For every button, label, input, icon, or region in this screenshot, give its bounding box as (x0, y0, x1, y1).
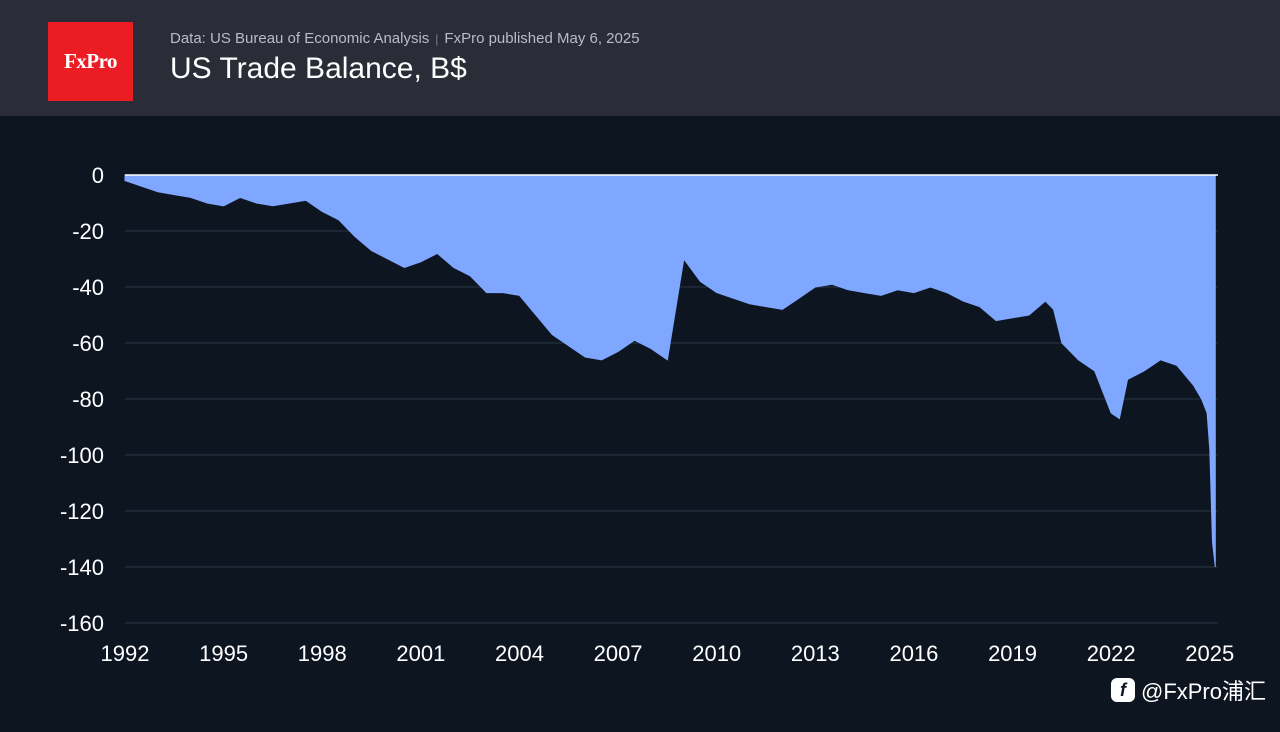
y-tick-label: -120 (60, 499, 104, 524)
y-tick-label: -40 (72, 275, 104, 300)
watermark-text: @FxPro浦汇 (1140, 679, 1266, 704)
y-tick-label: -160 (60, 611, 104, 636)
trade-balance-area (124, 174, 1218, 568)
x-tick-label: 2013 (791, 641, 840, 666)
chart-header: FxPro Data: US Bureau of Economic Analys… (0, 0, 1280, 116)
published-date: FxPro published May 6, 2025 (444, 30, 640, 47)
y-axis-ticks: 0 -20 -40 -60 -80 -100 -120 -140 -160 (60, 163, 104, 636)
chart-meta: Data: US Bureau of Economic Analysis | FxP… (170, 30, 640, 47)
x-axis-ticks: 1992 1995 1998 2001 2004 2007 2010 2013 2016 2019… (101, 641, 1235, 666)
y-tick-label: -80 (72, 387, 104, 412)
chart-title: US Trade Balance, B$ (170, 52, 467, 85)
x-tick-label: 2019 (988, 641, 1037, 666)
x-tick-label: 1992 (101, 641, 150, 666)
x-tick-label: 2004 (495, 641, 544, 666)
meta-separator: | (435, 32, 439, 46)
x-tick-label: 2007 (594, 641, 643, 666)
y-tick-label: -100 (60, 443, 104, 468)
fxpro-logo: FxPro (48, 22, 133, 101)
x-tick-label: 2001 (396, 641, 445, 666)
y-tick-label: 0 (92, 163, 104, 188)
y-tick-label: -60 (72, 331, 104, 356)
data-source: Data: US Bureau of Economic Analysis (170, 30, 430, 47)
y-tick-label: -20 (72, 219, 104, 244)
x-tick-label: 2025 (1185, 641, 1234, 666)
weibo-icon: f (1110, 678, 1135, 702)
trade-balance-series (124, 174, 1216, 568)
x-tick-label: 2010 (692, 641, 741, 666)
watermark: f @FxPro浦汇 (1110, 674, 1266, 706)
x-tick-label: 1998 (298, 641, 347, 666)
x-tick-label: 2022 (1087, 641, 1136, 666)
x-tick-label: 2016 (889, 641, 938, 666)
trade-balance-chart: 0-20-40-60-80-100-120-140-160 1992 1995 19… (60, 163, 1235, 666)
gridlines (125, 230, 1218, 624)
x-tick-label: 1995 (199, 641, 248, 666)
y-tick-label: -140 (60, 555, 104, 580)
